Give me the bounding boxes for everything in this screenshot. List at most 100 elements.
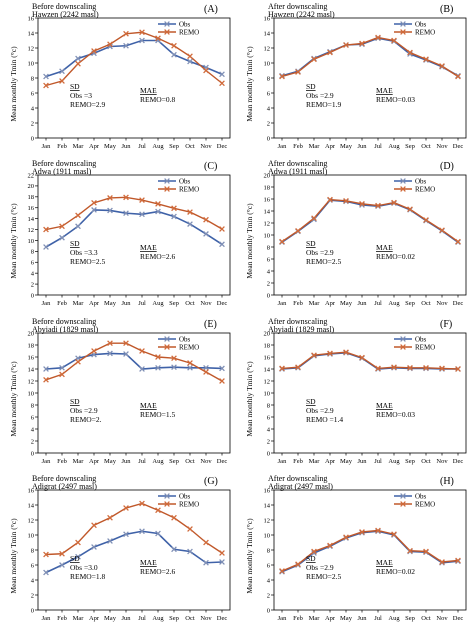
data-point-obs [187,221,193,227]
x-tick-label: Apr [325,143,336,150]
sd-heading: SD [306,239,316,248]
data-point-obs [43,73,49,80]
y-tick-label: 18 [264,342,271,349]
x-tick-label: Dec [453,300,464,307]
chart-panel-6: 0 2 4 6 8 10 12 14 16 Jan Feb Mar Apr May Jun Jul Aug Sep… [9,474,231,622]
data-point-remo [171,514,177,521]
sd-obs-value: Obs =2.9 [306,91,334,100]
data-point-obs [187,548,193,555]
data-point-remo [295,561,301,568]
y-tick-label: 8 [31,547,34,554]
sd-obs-value: Obs =2.9 [306,563,334,572]
data-point-remo [75,212,81,219]
y-tick-label: 10 [28,60,35,67]
x-tick-label: Dec [217,615,228,622]
x-tick-label: Apr [325,300,336,307]
mae-remo-value: REMO=2.6 [140,252,176,261]
data-point-obs [139,211,145,218]
data-point-remo [343,197,349,204]
y-tick-label: 12 [264,517,271,524]
y-tick-label: 16 [28,15,35,22]
data-point-remo [279,73,285,80]
x-tick-label: Feb [293,143,303,150]
y-tick-label: 0 [267,135,270,142]
y-tick-label: 0 [267,607,270,614]
panel-title: After downscaling [268,317,327,326]
y-tick-label: 4 [267,577,271,584]
y-tick-label: 4 [267,426,271,433]
x-tick-label: Jun [121,143,131,150]
x-tick-label: Jul [374,300,382,307]
y-axis-label: Mean monthly Tmin (°c) [245,203,254,279]
data-point-remo [295,227,301,234]
sd-obs-value: Obs =2.9 [306,406,334,415]
data-point-remo [343,349,349,356]
data-point-remo [123,194,129,201]
data-point-remo [311,548,317,555]
panel-title: Before downscaling [32,159,96,168]
data-point-remo [75,358,81,365]
y-tick-label: 10 [28,390,35,397]
y-tick-label: 8 [267,547,270,554]
legend-marker [400,336,406,342]
legend-label-remo: REMO [415,501,435,509]
data-point-remo [295,364,301,371]
data-point-remo [203,216,209,223]
y-tick-label: 10 [264,232,271,239]
data-point-obs [123,531,129,538]
data-point-remo [107,340,113,347]
chart-panel-5: 0 2 4 6 8 10 12 14 16 18 20 Jan Feb Mar Apr May Jun Jul Au… [245,317,467,465]
x-tick-label: Jan [278,458,287,465]
mae-heading: MAE [140,86,157,95]
x-tick-label: Nov [200,615,212,622]
data-point-obs [219,71,225,78]
panel-tag: (B) [440,4,453,15]
x-tick-label: Jul [138,615,146,622]
x-tick-label: May [340,458,353,465]
data-point-remo [219,226,225,232]
x-tick-label: Mar [73,615,85,622]
y-tick-label: 14 [264,30,271,37]
data-point-remo [295,69,301,75]
sd-heading: SD [70,82,80,91]
legend-marker [164,21,170,27]
data-point-remo [439,365,445,372]
legend-label-remo: REMO [415,344,435,352]
data-point-remo [439,63,445,69]
x-tick-label: Dec [217,458,228,465]
mae-heading: MAE [140,558,157,567]
y-tick-label: 20 [28,183,35,190]
y-tick-label: 6 [267,256,271,263]
legend-marker [400,186,406,192]
data-point-remo [59,223,65,230]
legend-label-obs: Obs [179,493,191,501]
y-axis-label: Mean monthly Tmin (°c) [245,46,254,122]
mae-remo-value: REMO=0.8 [140,95,176,104]
data-point-remo [59,78,65,84]
data-point-remo [407,49,413,56]
x-tick-label: Apr [89,300,100,307]
legend-label-obs: Obs [179,178,191,186]
panel-subtitle: Hawzen (2242 masl) [32,10,99,19]
data-point-remo [91,522,97,529]
data-point-remo [423,548,429,555]
data-point-remo [219,378,225,384]
data-point-remo [155,507,161,514]
data-point-obs [91,207,97,213]
y-tick-label: 10 [264,390,271,397]
mae-remo-value: REMO=0.03 [376,410,415,419]
x-tick-label: Dec [453,458,464,465]
y-axis-label: Mean monthly Tmin (°c) [9,46,18,122]
data-point-obs [123,210,129,217]
x-tick-label: Aug [388,143,400,150]
mae-heading: MAE [140,243,157,252]
x-tick-label: Sep [405,300,415,307]
x-tick-label: May [340,143,353,150]
data-point-remo [391,199,397,206]
legend-label-remo: REMO [179,186,199,194]
panel-tag: (D) [440,161,454,172]
data-point-obs [139,528,145,535]
x-tick-label: Jul [374,458,382,465]
chart-panel-0: 0 2 4 6 8 10 12 14 16 Jan Feb Mar Apr May Jun Jul Aug Sep… [9,2,231,150]
data-point-remo [439,227,445,234]
